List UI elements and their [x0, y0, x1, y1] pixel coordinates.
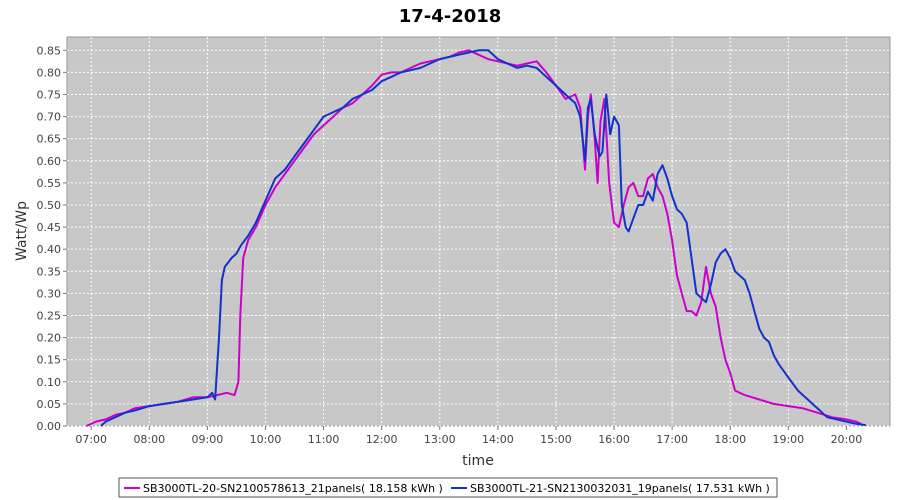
x-tick-label: 14:00 [482, 433, 514, 446]
series-layer [85, 49, 866, 427]
legend-label-series-2: SB3000TL-21-SN2130032031_19panels( 17.53… [470, 482, 770, 495]
x-tick-label: 16:00 [598, 433, 630, 446]
y-tick-label: 0.80 [37, 66, 62, 79]
y-tick-label: 0.55 [37, 177, 62, 190]
x-tick-label: 13:00 [424, 433, 456, 446]
x-tick-label: 15:00 [540, 433, 572, 446]
y-tick-label: 0.75 [37, 88, 62, 101]
x-tick-label: 09:00 [192, 433, 224, 446]
y-tick-label: 0.25 [37, 309, 62, 322]
legend: SB3000TL-20-SN2100578613_21panels( 18.15… [118, 477, 778, 498]
x-axis-label: time [462, 453, 494, 469]
y-tick-label: 0.35 [37, 265, 62, 278]
chart-title: 17-4-2018 [399, 6, 502, 27]
x-axis: 07:00 08:00 09:00 10:00 11:00 12:00 13:00 14:00… [75, 426, 862, 446]
x-tick-label: 18:00 [714, 433, 746, 446]
legend-box [118, 477, 778, 498]
x-tick-label: 12:00 [366, 433, 398, 446]
y-tick-label: 0.20 [37, 332, 62, 345]
y-tick-label: 0.45 [37, 221, 62, 234]
y-axis: 0.00 0.05 0.10 0.15 0.20 0.25 0.30 0.35 0.40 0.45… [37, 44, 67, 433]
y-tick-label: 0.00 [37, 420, 62, 433]
y-tick-label: 0.70 [37, 111, 62, 124]
series-line-1 [85, 49, 862, 427]
legend-label-series-1: SB3000TL-20-SN2100578613_21panels( 18.15… [143, 482, 443, 495]
y-tick-label: 0.85 [37, 44, 62, 57]
plot-area [66, 36, 891, 427]
y-tick-label: 0.40 [37, 243, 62, 256]
x-tick-label: 11:00 [308, 433, 340, 446]
x-tick-label: 19:00 [772, 433, 804, 446]
y-tick-label: 0.15 [37, 354, 62, 367]
y-tick-label: 0.65 [37, 133, 62, 146]
x-tick-label: 17:00 [656, 433, 688, 446]
y-axis-label: Watt/Wp [14, 201, 30, 261]
series-line-2 [100, 49, 866, 427]
y-tick-label: 0.30 [37, 287, 62, 300]
y-tick-label: 0.05 [37, 398, 62, 411]
x-tick-label: 08:00 [133, 433, 165, 446]
y-tick-label: 0.60 [37, 155, 62, 168]
x-tick-label: 20:00 [831, 433, 863, 446]
grid-lines [67, 37, 890, 427]
x-tick-label: 10:00 [250, 433, 282, 446]
y-tick-label: 0.10 [37, 376, 62, 389]
x-tick-label: 07:00 [75, 433, 107, 446]
y-tick-label: 0.50 [37, 199, 62, 212]
